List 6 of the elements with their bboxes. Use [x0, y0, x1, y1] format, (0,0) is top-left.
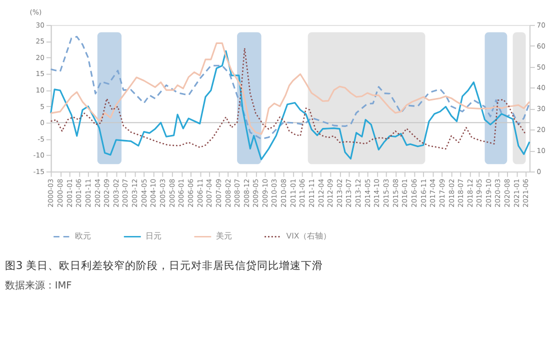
source-note: 数据来源：IMF: [4, 280, 72, 292]
legend-label: 日元: [146, 232, 162, 241]
legend-label: VIX（右轴）: [286, 232, 332, 241]
legend-label: 欧元: [75, 232, 92, 241]
text: 图3 美日、欧日利差较窄的阶段，日元对非居民信贷同比增速下滑: [4, 259, 324, 272]
legend-label: 美元: [216, 232, 232, 241]
